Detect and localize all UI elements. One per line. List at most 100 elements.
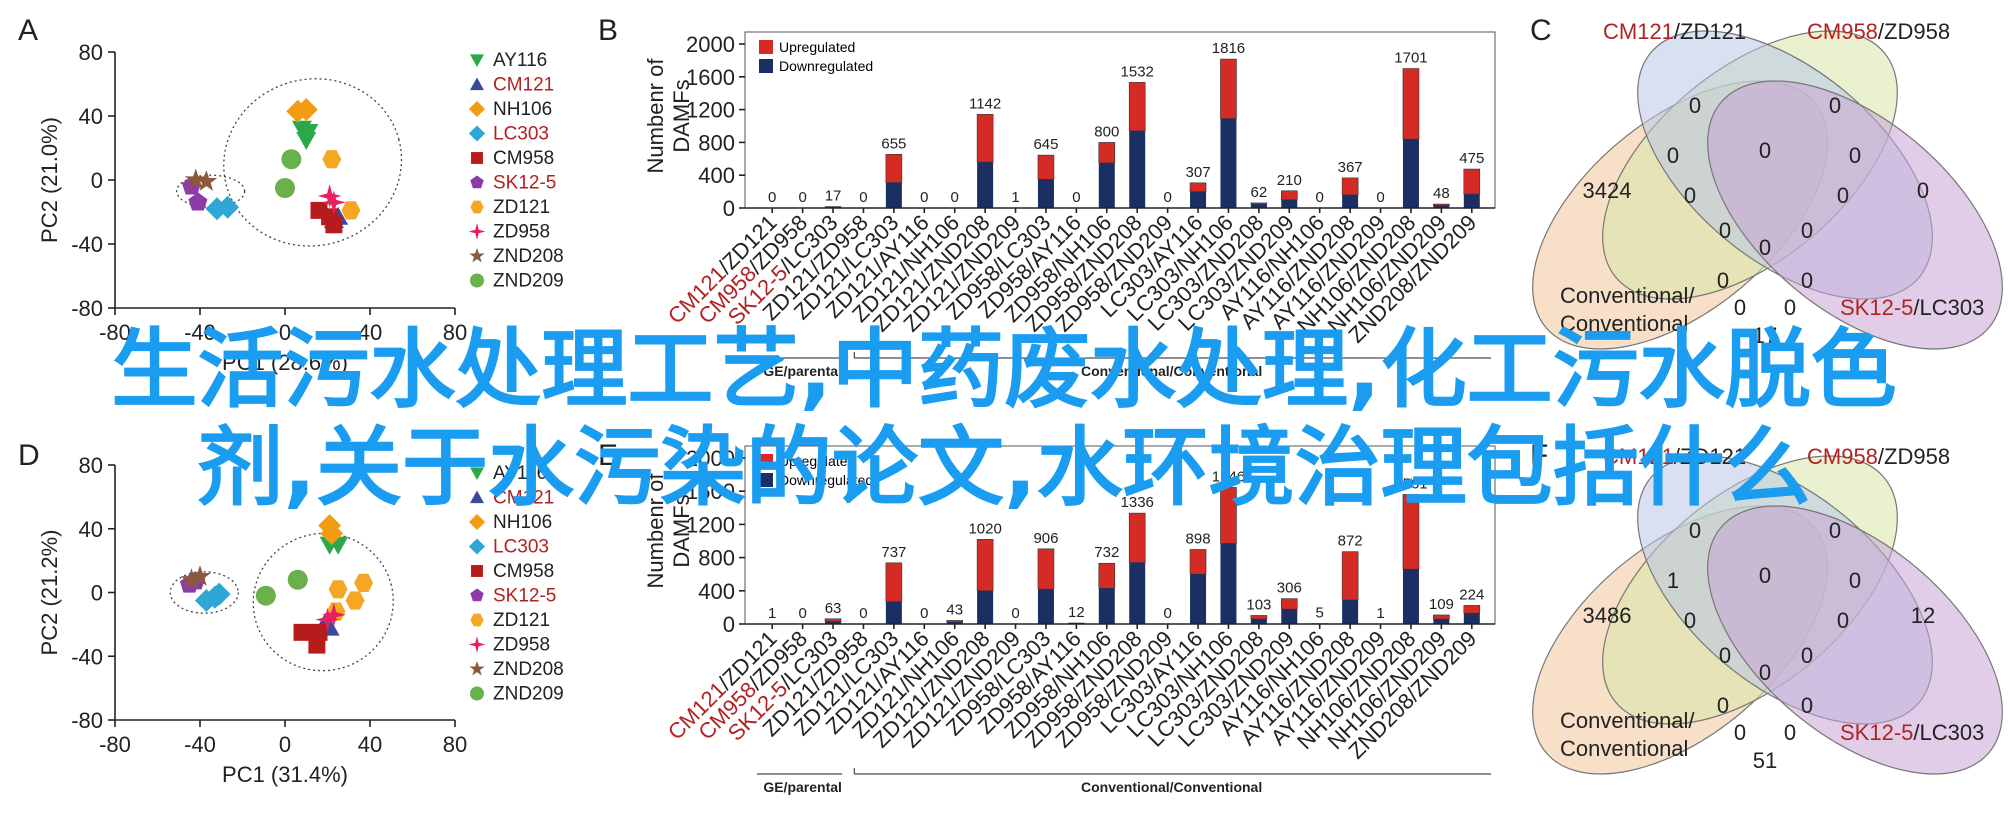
legend-label-cm958: CM958 — [493, 561, 554, 582]
bar-up-segment — [1433, 203, 1450, 206]
y-tick-label: 0 — [91, 168, 103, 193]
y-tick-label: 1200 — [686, 98, 735, 123]
legend-marker-znd209 — [470, 686, 484, 701]
watermark-banner-line-2: 剂,关于水污染的论文,水环境治理包括什么 — [197, 418, 1811, 518]
venn-count-r14b: 0 — [1734, 720, 1746, 745]
point-lc303 — [216, 195, 240, 219]
panel-label-B: B — [598, 14, 618, 47]
point-zd121 — [354, 573, 374, 592]
bar-up-segment — [1250, 615, 1268, 620]
bar-up-segment — [1433, 614, 1450, 620]
cluster-ellipse — [169, 571, 239, 614]
bar-value-label: 1 — [1011, 189, 1019, 206]
point-znd208 — [195, 170, 218, 191]
legend-marker-zd958 — [468, 636, 486, 653]
legend-label-lc303: LC303 — [493, 124, 549, 145]
bar-down-segment — [1281, 609, 1298, 624]
point-lc303 — [207, 582, 231, 606]
bar-up-segment — [1280, 598, 1298, 610]
y-tick-label: 1600 — [686, 65, 735, 90]
y-tick-label: 400 — [698, 579, 735, 604]
venn-count-r24: 0 — [1837, 183, 1849, 208]
bar-up-segment — [1341, 551, 1359, 601]
point-znd208 — [189, 565, 211, 586]
venn-label-part: CM958 — [1807, 19, 1878, 44]
venn-count-only2: 0 — [1689, 93, 1701, 118]
legend-marker-lc303 — [468, 125, 486, 142]
bar-down-segment — [1342, 599, 1359, 624]
y-tick-label: 40 — [79, 104, 103, 129]
x-tick-label: 80 — [443, 320, 467, 345]
y-tick-label: 0 — [723, 612, 735, 637]
bar-value-label: 1142 — [969, 95, 1001, 112]
venn-count-r134: 0 — [1717, 693, 1729, 718]
legend-marker-nh106 — [468, 100, 486, 118]
venn-label-part: /LC303 — [1913, 720, 1984, 745]
bar-value-label: 898 — [1186, 530, 1211, 547]
point-zd121 — [322, 150, 342, 169]
bar-up-segment — [885, 562, 903, 602]
x-tick-label: 0 — [279, 732, 291, 757]
bar-value-label: 475 — [1459, 150, 1484, 167]
legend-label-upregulated: Upregulated — [779, 453, 855, 469]
bar-down-segment — [946, 621, 963, 624]
venn-count-r14c: 0 — [1784, 720, 1796, 745]
bar-up-segment — [1220, 58, 1237, 119]
venn-label-set2: CM958/ZD958 — [1807, 444, 1950, 469]
legend-label-sk12-5: SK12-5 — [493, 586, 556, 607]
legend-label-cm958: CM958 — [493, 148, 554, 169]
pca-legend: AY116 CM121 NH106 LC303 CM958 SK12-5 ZD121 ZD95… — [468, 50, 564, 292]
venn-count-only3: 0 — [1829, 93, 1841, 118]
legend-marker-cm121 — [470, 77, 484, 91]
bar-down-segment — [1098, 588, 1115, 624]
bar-value-label: 0 — [951, 189, 959, 206]
bar-down-segment — [1402, 139, 1419, 208]
point-nh106 — [294, 98, 318, 122]
bar-up-segment — [1341, 177, 1359, 196]
bar-up-segment — [1463, 168, 1481, 195]
venn-count-r123: 0 — [1719, 218, 1731, 243]
venn-label-set3-line2: Conventional — [1560, 311, 1688, 336]
y-tick-label: -80 — [71, 708, 103, 733]
bar-up-segment — [1280, 190, 1298, 201]
bar-value-label: 0 — [859, 189, 867, 206]
bar-value-label: 800 — [1094, 123, 1119, 140]
bar-down-segment — [1342, 194, 1359, 208]
point-zd958 — [315, 607, 340, 632]
legend-marker-ay116 — [470, 467, 484, 480]
bar-value-label: 1816 — [1212, 40, 1245, 57]
bar-value-label: 1 — [1376, 605, 1384, 622]
venn-count-r124: 0 — [1801, 693, 1813, 718]
group-label-ge: GE/parental — [763, 779, 842, 795]
venn-count-only3: 0 — [1829, 518, 1841, 543]
y-tick-label: 80 — [79, 40, 103, 65]
bar-value-label: 307 — [1186, 164, 1211, 181]
venn-count-r124: 0 — [1801, 268, 1813, 293]
venn-label-set3-line1: Conventional/ — [1560, 283, 1695, 308]
legend-swatch-downregulated — [759, 59, 773, 73]
legend-label-downregulated: Downregulated — [779, 472, 873, 488]
point-znd209 — [287, 569, 308, 590]
venn-count-r23: 0 — [1759, 138, 1771, 163]
bar-up-segment — [1037, 548, 1055, 590]
venn-count-r12: 0 — [1667, 143, 1679, 168]
venn-count-r14b: 0 — [1734, 295, 1746, 320]
legend-marker-sk12-5 — [470, 588, 484, 602]
point-cm958 — [310, 623, 328, 641]
bar-value-label: 62 — [1251, 184, 1268, 201]
legend-label-znd208: ZND208 — [493, 246, 564, 267]
bar-up-segment — [976, 114, 994, 163]
bar-value-label: 0 — [859, 605, 867, 622]
bar-value-label: 655 — [881, 135, 906, 152]
point-zd121 — [328, 580, 348, 599]
group-label-conventional: Conventional/Conventional — [1081, 363, 1262, 379]
legend-marker-znd209 — [470, 273, 484, 288]
venn-count-r14: 51 — [1753, 748, 1777, 773]
bar-value-label: 0 — [920, 189, 928, 206]
legend-label-zd121: ZD121 — [493, 197, 550, 218]
bar-value-label: 224 — [1459, 586, 1484, 603]
bar-up-segment — [1402, 68, 1420, 140]
bar-value-label: 43 — [946, 601, 963, 618]
legend-label-znd209: ZND209 — [493, 271, 564, 292]
y-axis-title-line: DAMFs — [669, 79, 694, 152]
